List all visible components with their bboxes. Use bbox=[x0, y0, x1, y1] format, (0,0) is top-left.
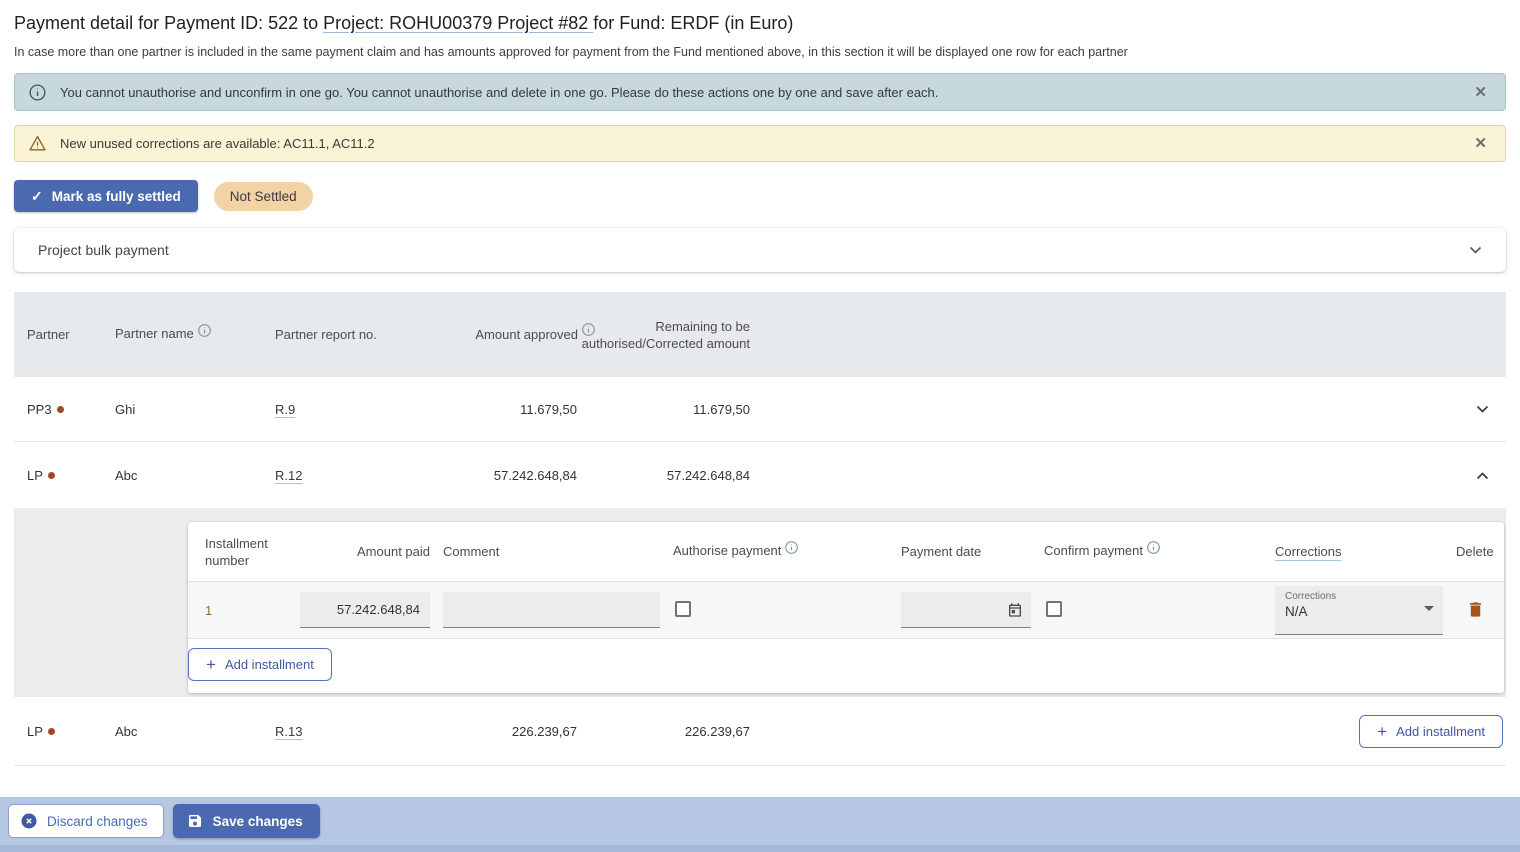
actions-row: ✓ Mark as fully settled Not Settled bbox=[14, 180, 1506, 212]
amount-approved: 11.679,50 bbox=[520, 401, 577, 417]
add-installment-button[interactable]: + Add installment bbox=[188, 648, 332, 681]
info-icon bbox=[29, 83, 46, 101]
installments-card: Installment number Amount paid Comment A… bbox=[188, 522, 1504, 693]
info-banner-text: You cannot unauthorise and unconfirm in … bbox=[60, 84, 939, 100]
mark-fully-settled-label: Mark as fully settled bbox=[51, 188, 181, 204]
partner-row-lp-r12: LP Abc R.12 57.242.648,84 57.242.648,84 bbox=[14, 442, 1506, 508]
discard-changes-button[interactable]: Discard changes bbox=[8, 804, 164, 838]
partner-cell: LP bbox=[27, 724, 115, 739]
amount-paid-input[interactable] bbox=[300, 592, 430, 628]
expand-row-button[interactable] bbox=[1472, 401, 1493, 418]
comment-input[interactable] bbox=[443, 592, 660, 628]
save-changes-label: Save changes bbox=[212, 813, 303, 829]
plus-icon: + bbox=[1377, 721, 1388, 741]
mark-fully-settled-button[interactable]: ✓ Mark as fully settled bbox=[14, 180, 198, 212]
partners-table: Partner Partner name Partner report no. … bbox=[14, 292, 1506, 766]
page-subtitle: In case more than one partner is include… bbox=[14, 45, 1128, 59]
project-link[interactable]: Project: ROHU00379 Project #82 bbox=[323, 13, 594, 33]
partner-cell: LP bbox=[27, 468, 115, 483]
title-prefix: Payment detail for Payment ID: 522 to bbox=[14, 13, 324, 33]
col-partner-report: Partner report no. bbox=[275, 327, 377, 342]
info-icon[interactable] bbox=[197, 323, 212, 338]
delete-installment-button[interactable] bbox=[1464, 598, 1487, 621]
warning-icon bbox=[29, 135, 46, 151]
title-suffix: for Fund: ERDF (in Euro) bbox=[593, 13, 794, 33]
installment-row: 1 Corrections N/A bbox=[188, 582, 1504, 639]
bulk-section-label: Project bulk payment bbox=[38, 242, 169, 258]
col-amount-paid: Amount paid bbox=[357, 544, 430, 559]
col-partner-name: Partner name bbox=[115, 323, 275, 342]
partner-cell: PP3 bbox=[27, 402, 115, 417]
col-amount-approved: Amount approved bbox=[445, 323, 595, 342]
partner-status-dot bbox=[47, 727, 55, 735]
col-authorise-payment: Authorise payment bbox=[673, 540, 888, 559]
col-remaining: Remaining to be authorised/Corrected amo… bbox=[581, 318, 750, 351]
warning-banner-text: New unused corrections are available: AC… bbox=[60, 136, 375, 151]
plus-icon: + bbox=[206, 655, 216, 674]
add-installment-button[interactable]: + Add installment bbox=[1359, 714, 1503, 748]
col-partner: Partner bbox=[27, 327, 70, 342]
calendar-icon[interactable] bbox=[1007, 602, 1023, 618]
footer-strip bbox=[0, 845, 1520, 852]
chevron-down-icon bbox=[1469, 246, 1482, 254]
partners-table-header: Partner Partner name Partner report no. … bbox=[14, 292, 1506, 377]
installments-header: Installment number Amount paid Comment A… bbox=[188, 522, 1504, 582]
corrections-select[interactable]: Corrections N/A bbox=[1275, 585, 1443, 635]
info-icon[interactable] bbox=[581, 322, 596, 337]
partner-report-link[interactable]: R.13 bbox=[275, 723, 303, 739]
partner-name: Abc bbox=[115, 467, 138, 483]
partner-report-link[interactable]: R.12 bbox=[275, 467, 303, 483]
remaining-amount: 11.679,50 bbox=[693, 401, 750, 417]
dropdown-arrow-icon bbox=[1424, 605, 1434, 611]
col-delete: Delete bbox=[1456, 544, 1494, 559]
close-icon[interactable]: ✕ bbox=[1470, 134, 1491, 153]
trash-icon bbox=[1469, 602, 1482, 617]
partner-status-dot bbox=[47, 471, 55, 479]
save-changes-button[interactable]: Save changes bbox=[172, 804, 320, 838]
partner-name: Abc bbox=[115, 723, 138, 739]
installments-panel: Installment number Amount paid Comment A… bbox=[14, 508, 1506, 697]
corrections-select-value: N/A bbox=[1285, 603, 1308, 619]
page-title: Payment detail for Payment ID: 522 to Pr… bbox=[14, 12, 1506, 34]
authorise-payment-checkbox[interactable] bbox=[675, 600, 691, 617]
payment-date-field bbox=[901, 592, 1031, 628]
add-installment-label: Add installment bbox=[224, 657, 314, 672]
remaining-amount: 226.239,67 bbox=[684, 723, 750, 739]
col-comment: Comment bbox=[443, 544, 500, 559]
corrections-select-label: Corrections bbox=[1285, 590, 1337, 602]
amount-approved: 57.242.648,84 bbox=[493, 467, 577, 483]
col-corrections[interactable]: Corrections bbox=[1275, 544, 1342, 559]
chevron-down-icon bbox=[1476, 405, 1488, 413]
info-banner: You cannot unauthorise and unconfirm in … bbox=[14, 73, 1506, 111]
amount-approved: 226.239,67 bbox=[511, 723, 577, 739]
col-payment-date: Payment date bbox=[901, 544, 982, 559]
partner-name: Ghi bbox=[115, 401, 136, 417]
partner-row-pp3: PP3 Ghi R.9 11.679,50 11.679,50 bbox=[14, 377, 1506, 442]
info-icon[interactable] bbox=[1146, 540, 1161, 555]
col-confirm-payment: Confirm payment bbox=[1044, 540, 1262, 559]
info-icon[interactable] bbox=[784, 540, 799, 555]
partner-status-dot bbox=[56, 405, 64, 413]
status-badge: Not Settled bbox=[213, 181, 313, 211]
check-icon: ✓ bbox=[31, 187, 43, 204]
col-installment-number: Installment number bbox=[205, 535, 268, 568]
warning-banner: New unused corrections are available: AC… bbox=[14, 125, 1506, 162]
installment-number: 1 bbox=[205, 602, 213, 618]
collapse-row-button[interactable] bbox=[1472, 467, 1493, 484]
discard-icon bbox=[21, 813, 37, 829]
chevron-up-icon bbox=[1476, 471, 1488, 479]
partner-report-link[interactable]: R.9 bbox=[275, 401, 296, 417]
close-icon[interactable]: ✕ bbox=[1470, 83, 1491, 102]
add-installment-label: Add installment bbox=[1396, 723, 1485, 739]
footer-action-bar: Discard changes Save changes bbox=[0, 797, 1520, 845]
project-bulk-payment-section[interactable]: Project bulk payment bbox=[14, 228, 1506, 272]
save-icon bbox=[188, 815, 201, 827]
discard-changes-label: Discard changes bbox=[47, 813, 148, 829]
remaining-amount: 57.242.648,84 bbox=[666, 467, 750, 483]
partner-row-lp-r13: LP Abc R.13 226.239,67 226.239,67 + Add … bbox=[14, 697, 1506, 766]
confirm-payment-checkbox[interactable] bbox=[1046, 600, 1062, 617]
